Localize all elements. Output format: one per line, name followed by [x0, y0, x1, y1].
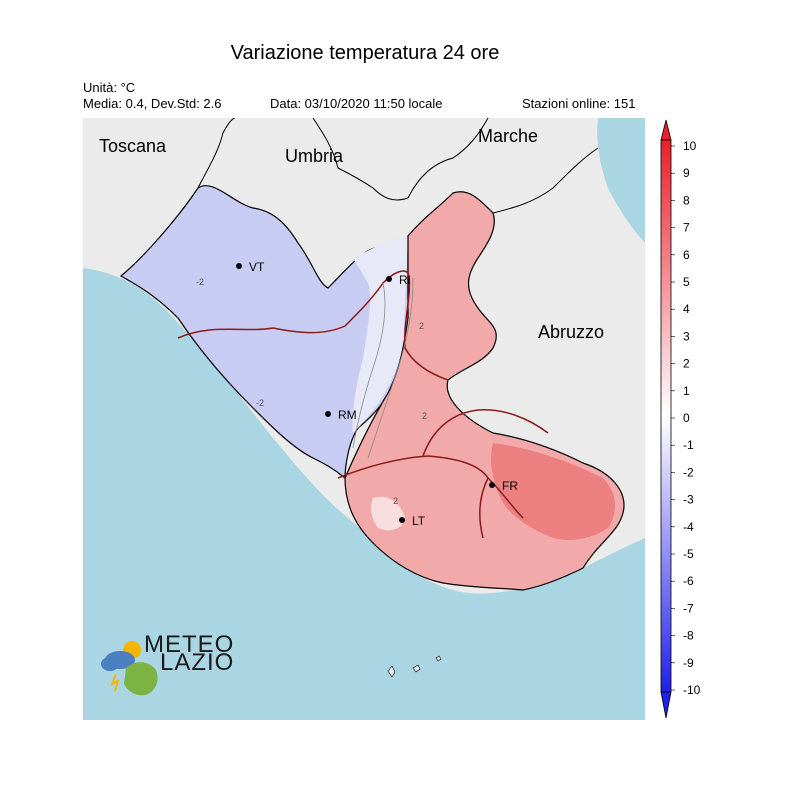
city-label-vt: VT	[249, 260, 265, 274]
colorbar-tick-label: -8	[683, 629, 694, 643]
colorbar-tick-label: 8	[683, 193, 690, 207]
colorbar-tick-label: 7	[683, 221, 690, 235]
city-marker-fr: FR	[489, 479, 518, 493]
colorbar-tick-label: -3	[683, 493, 694, 507]
frosinone-warm-core	[491, 443, 615, 540]
colorbar-tick-label: 3	[683, 329, 690, 343]
colorbar-tick-label: -4	[683, 520, 694, 534]
sea-adriatic	[597, 118, 645, 243]
colorbar-tick-label: 1	[683, 384, 690, 398]
lazio-shape-icon	[124, 662, 158, 696]
unit-label: Unità: °C	[83, 80, 136, 95]
isoline-label: 2	[422, 411, 427, 421]
colorbar-tick-label: 5	[683, 275, 690, 289]
colorbar-tick-label: -2	[683, 465, 694, 479]
region-label-marche: Marche	[478, 126, 538, 146]
latina-cool-spot	[370, 496, 405, 531]
sea	[83, 268, 645, 720]
region-label-umbria: Umbria	[285, 146, 344, 166]
colorbar-tick-label: -6	[683, 574, 694, 588]
meteo-lazio-logo: METEO LAZIO	[101, 631, 234, 696]
logo-line-1: METEO	[144, 631, 234, 658]
colorbar-tick-label: -1	[683, 438, 694, 452]
colorbar-tick-label: 6	[683, 248, 690, 262]
city-label-fr: FR	[502, 479, 518, 493]
region-label-toscana: Toscana	[99, 136, 167, 156]
region-borders	[197, 118, 599, 214]
city-marker-vt: VT	[236, 260, 265, 274]
isolines	[352, 277, 414, 459]
lazio-weak-negative-zone	[352, 236, 408, 433]
city-marker-rm: RM	[325, 408, 357, 422]
isoline-label: -2	[196, 277, 204, 287]
colorbar-tick-label: -10	[683, 683, 701, 697]
city-marker-lt: LT	[399, 514, 426, 528]
isoline-label: -2	[256, 398, 264, 408]
stations-label: Stazioni online: 151	[522, 96, 636, 111]
ponza-islands	[387, 655, 442, 678]
colorbar-tick-label: 10	[683, 139, 697, 153]
city-label-rm: RM	[338, 408, 357, 422]
region-label-abruzzo: Abruzzo	[538, 322, 604, 342]
city-label-lt: LT	[412, 514, 426, 528]
colorbar-tick-label: 0	[683, 411, 690, 425]
isoline-label: 2	[393, 496, 398, 506]
city-label-ri: RI	[399, 273, 411, 287]
logo-line-2: LAZIO	[160, 649, 234, 676]
colorbar-tick-label: 9	[683, 166, 690, 180]
colorbar-body	[660, 139, 672, 693]
datetime-label: Data: 03/10/2020 11:50 locale	[270, 96, 443, 111]
colorbar-tick-label: 2	[683, 357, 690, 371]
colorbar-top-arrow	[660, 119, 672, 141]
colorbar-tick-label: -7	[683, 601, 694, 615]
stats-label: Media: 0.4, Dev.Std: 2.6	[83, 96, 222, 111]
temperature-map: -2 -2 2 2 2 Toscana Umbria Marche Abruzz…	[83, 118, 645, 720]
city-marker-ri: RI	[386, 273, 411, 287]
colorbar-bottom-arrow	[660, 691, 672, 719]
colorbar-tick-label: -5	[683, 547, 694, 561]
colorbar-tick-label: -9	[683, 656, 694, 670]
colorbar-tick-label: 4	[683, 302, 690, 316]
map-title: Variazione temperatura 24 ore	[230, 42, 500, 64]
isoline-label: 2	[419, 321, 424, 331]
